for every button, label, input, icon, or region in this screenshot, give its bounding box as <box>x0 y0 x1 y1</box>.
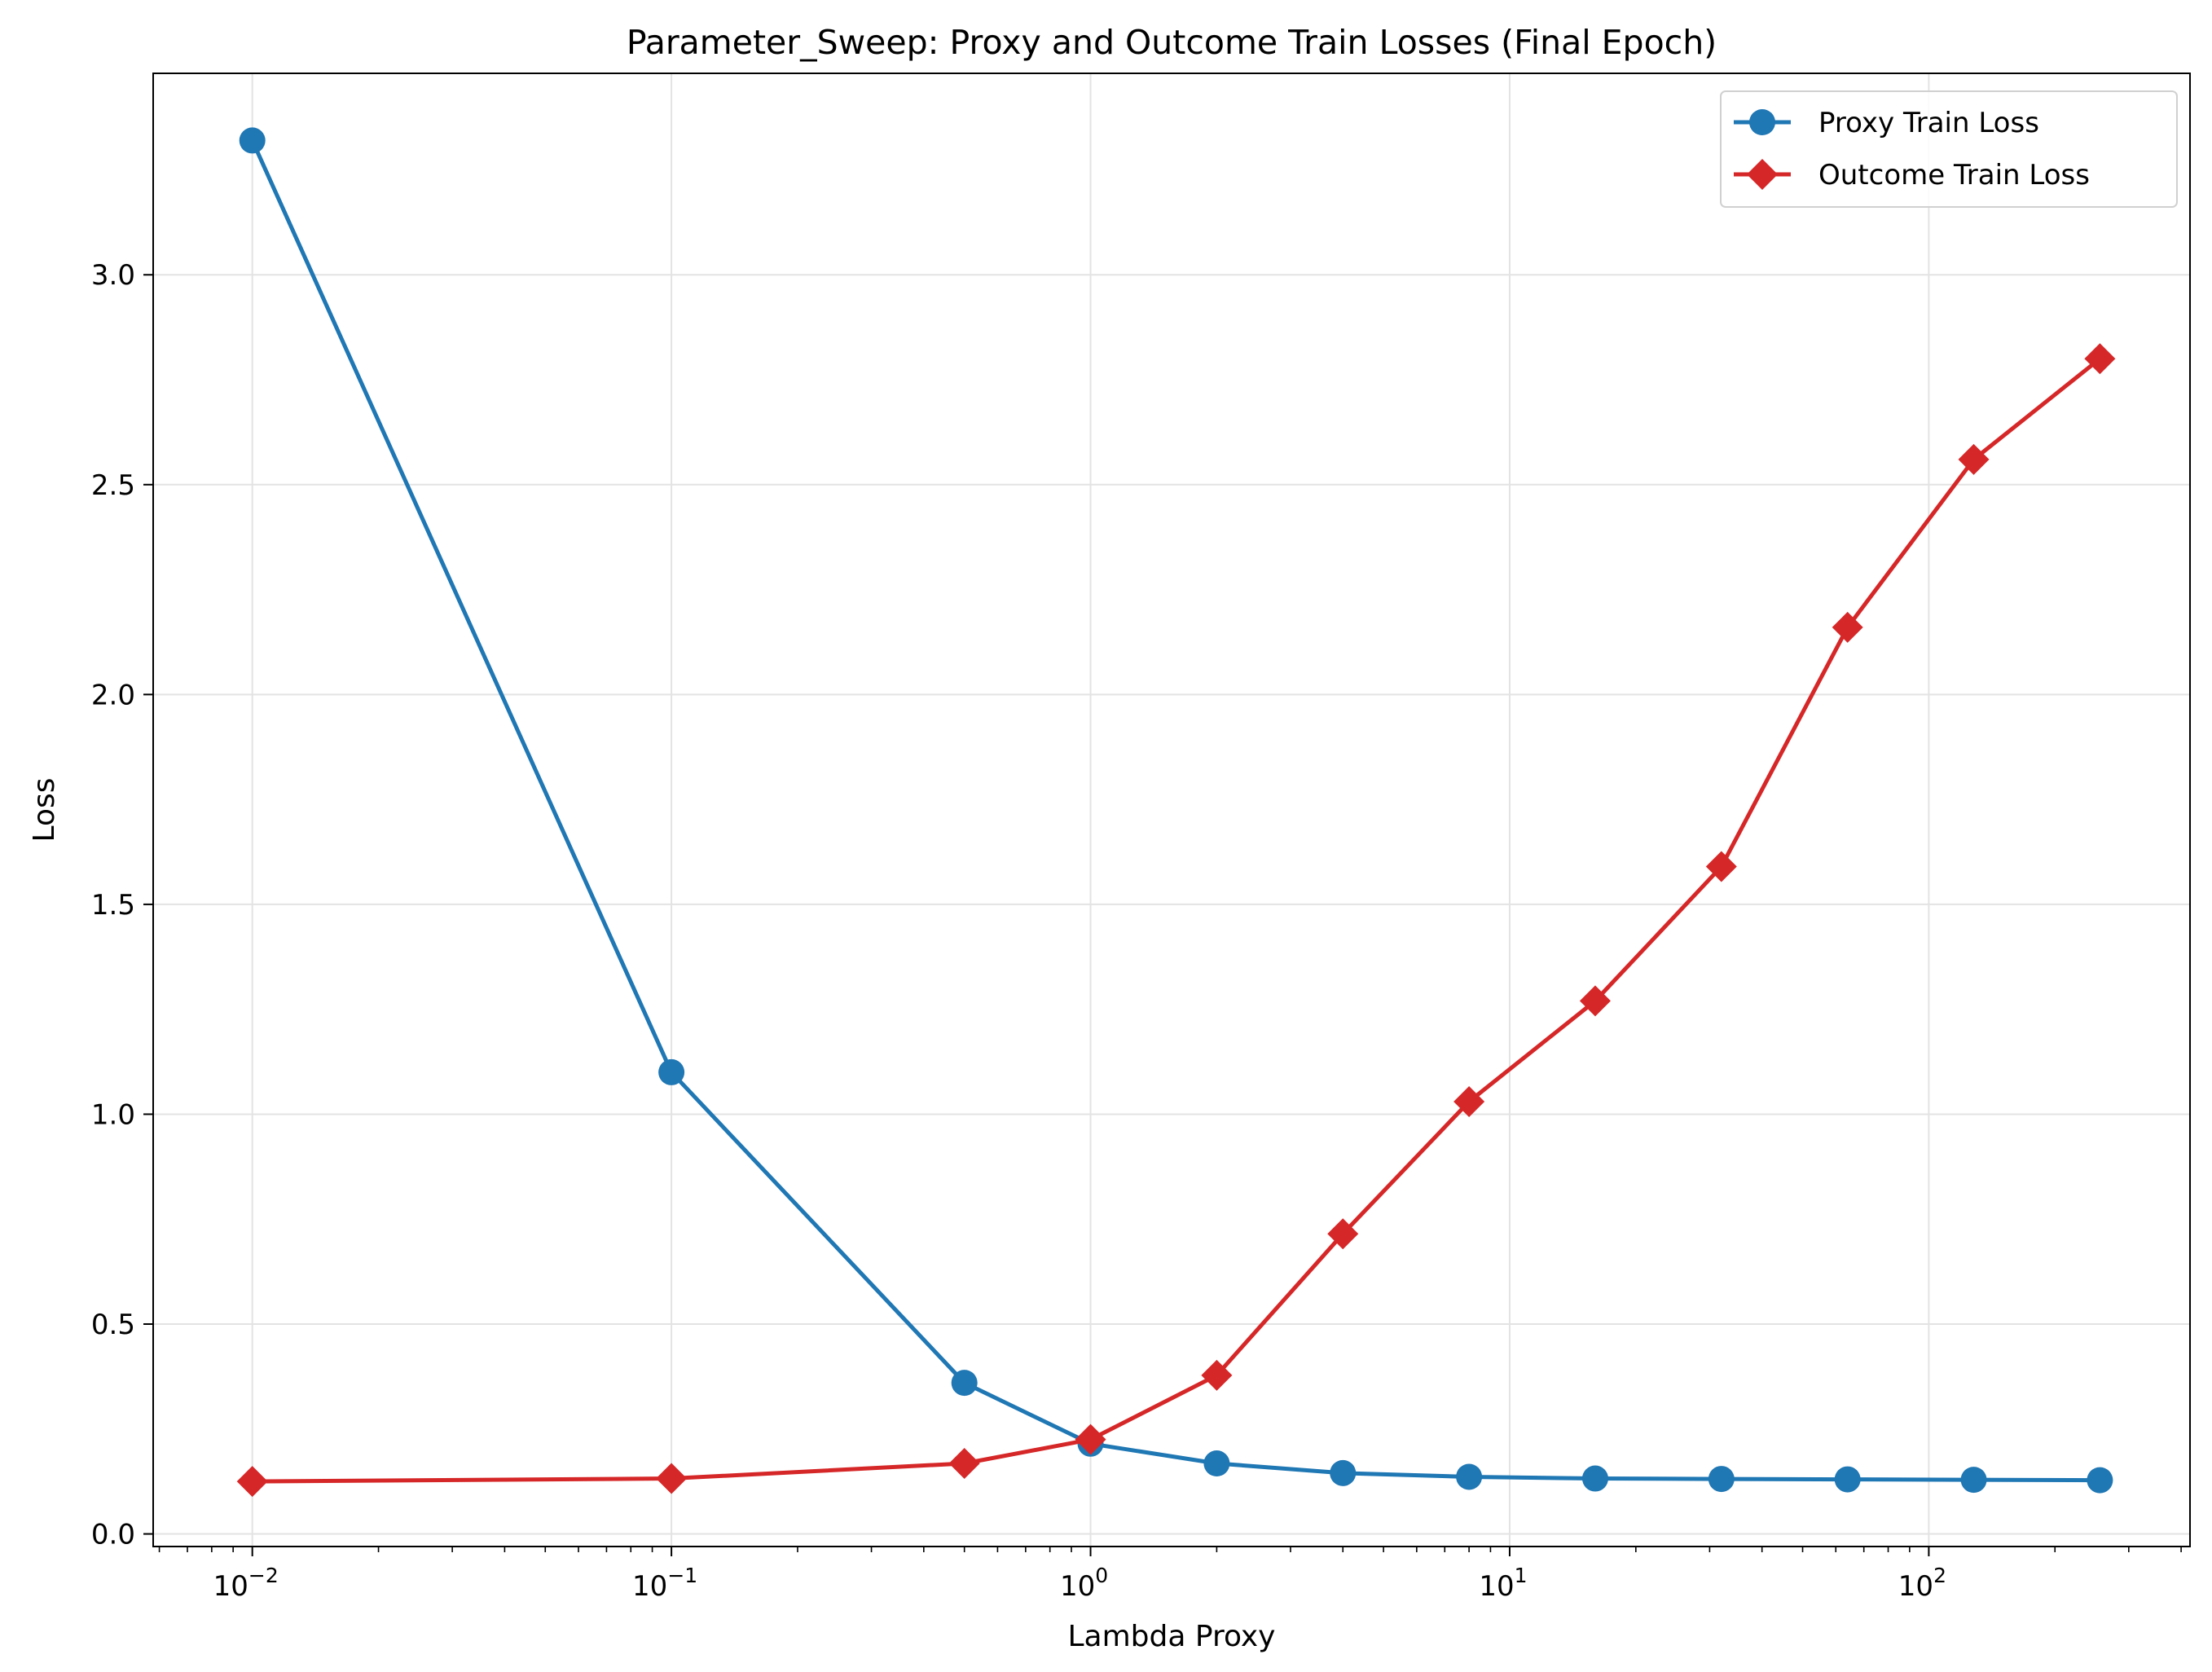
data-point-proxy <box>1834 1466 1861 1493</box>
data-point-outcome <box>1327 1218 1359 1250</box>
data-point-proxy <box>951 1370 978 1397</box>
axis-ticks: 0.0 0.5 1.0 1.5 2.0 2.5 3.0 10−2 10−1 100 101 102 <box>91 259 2182 1603</box>
series-proxy <box>239 127 2113 1494</box>
y-tick-label: 1.0 <box>91 1098 135 1131</box>
data-point-outcome <box>1832 611 1863 643</box>
data-point-outcome <box>236 1466 268 1498</box>
legend: Proxy Train Loss Outcome Train Loss <box>1720 90 2178 208</box>
data-point-outcome <box>1075 1423 1106 1455</box>
x-tick-label: 100 <box>1060 1564 1108 1603</box>
series-outcome <box>236 343 2116 1498</box>
data-point-proxy <box>239 127 266 154</box>
legend-swatch-marker <box>1749 109 1775 135</box>
data-point-outcome <box>948 1448 980 1480</box>
y-tick-label: 2.0 <box>91 679 135 711</box>
data-point-proxy <box>1708 1466 1735 1493</box>
legend-item-outcome: Outcome Train Loss <box>1734 159 2090 191</box>
data-point-outcome <box>2084 343 2116 375</box>
x-tick-label: 10−1 <box>632 1564 697 1603</box>
data-point-proxy <box>658 1058 685 1085</box>
y-tick-label: 2.5 <box>91 469 135 502</box>
data-point-outcome <box>1958 443 1990 475</box>
legend-swatch-marker <box>1747 159 1778 190</box>
data-point-proxy <box>2087 1467 2113 1494</box>
data-point-outcome <box>1201 1359 1233 1391</box>
x-tick-label: 102 <box>1898 1564 1946 1603</box>
data-point-proxy <box>1960 1467 1987 1494</box>
x-tick-label: 101 <box>1479 1564 1527 1603</box>
series-line-proxy <box>250 139 2100 1483</box>
y-tick-label: 3.0 <box>91 259 135 292</box>
x-tick-label: 10−2 <box>213 1564 279 1603</box>
x-axis-title: Lambda Proxy <box>1067 1620 1275 1653</box>
y-tick-label: 0.5 <box>91 1309 135 1341</box>
data-point-outcome <box>1453 1085 1485 1117</box>
plot-frame <box>152 73 2191 1547</box>
data-point-proxy <box>1456 1463 1483 1490</box>
y-tick-label: 0.0 <box>91 1519 135 1551</box>
series <box>236 127 2116 1498</box>
chart-title: Parameter_Sweep: Proxy and Outcome Train… <box>627 23 1717 62</box>
y-axis-title: Loss <box>28 778 61 843</box>
legend-box <box>1720 90 2178 208</box>
data-point-proxy <box>1203 1450 1230 1477</box>
y-tick-label: 1.5 <box>91 889 135 922</box>
legend-item-proxy: Proxy Train Loss <box>1734 107 2039 139</box>
data-point-outcome <box>656 1463 688 1494</box>
legend-label: Outcome Train Loss <box>1818 159 2090 191</box>
data-point-proxy <box>1330 1459 1357 1486</box>
data-point-outcome <box>1579 985 1611 1017</box>
grid <box>153 73 2190 1547</box>
series-line-outcome <box>252 357 2101 1484</box>
data-point-outcome <box>1705 851 1737 882</box>
data-point-proxy <box>1581 1465 1608 1492</box>
legend-label: Proxy Train Loss <box>1818 107 2039 139</box>
